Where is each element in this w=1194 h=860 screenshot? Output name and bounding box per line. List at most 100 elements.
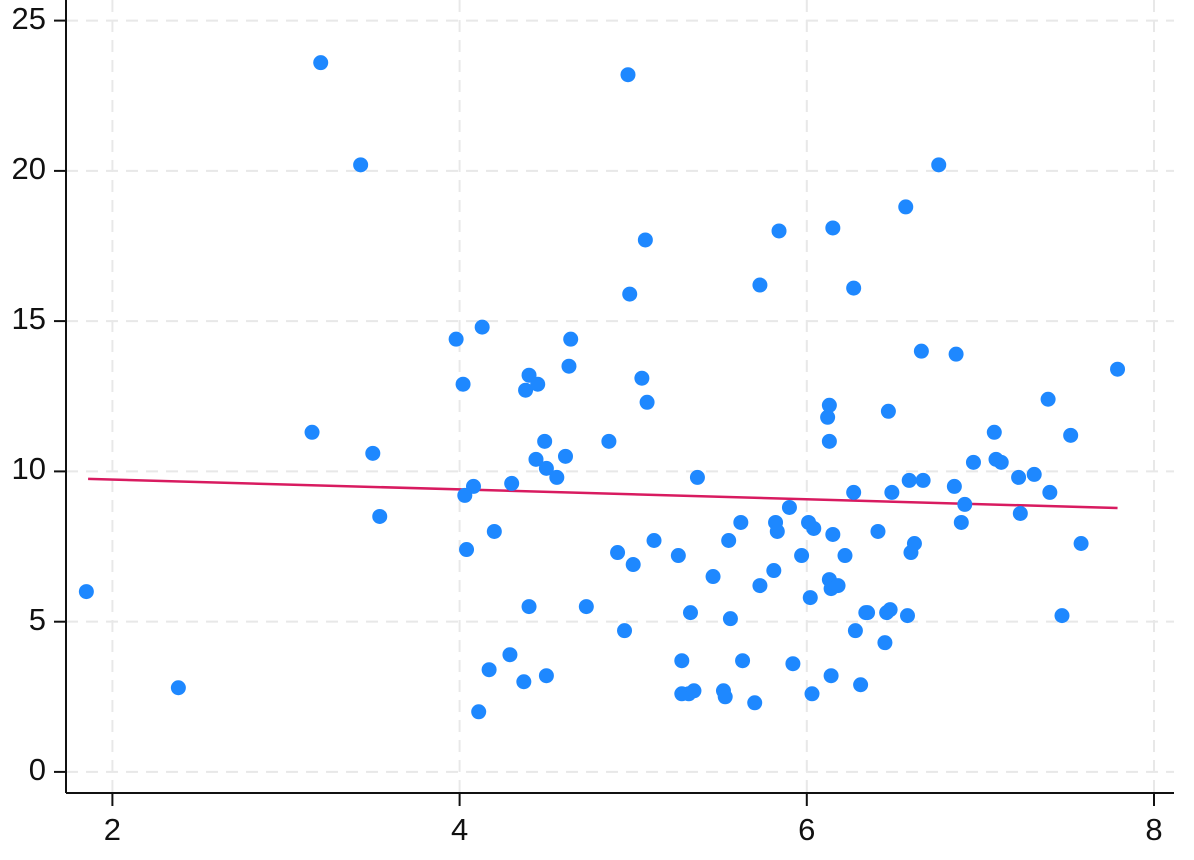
data-point	[899, 608, 915, 624]
data-point	[471, 704, 487, 720]
data-point	[557, 448, 573, 464]
data-point	[705, 569, 721, 585]
data-point	[846, 484, 862, 500]
x-tick-label-2: 2	[104, 812, 121, 847]
data-point	[986, 424, 1002, 440]
data-point	[882, 602, 898, 618]
data-point	[906, 536, 922, 552]
data-point	[625, 557, 641, 573]
data-point	[1054, 608, 1070, 624]
data-point	[766, 563, 782, 579]
data-point	[474, 319, 490, 335]
data-point	[486, 523, 502, 539]
data-point	[804, 686, 820, 702]
y-tick-label-25: 25	[12, 1, 46, 36]
x-tick-label-4: 4	[451, 812, 468, 847]
data-point	[78, 584, 94, 600]
data-point	[538, 460, 554, 476]
data-point	[769, 523, 785, 539]
data-point	[578, 599, 594, 615]
data-point	[1012, 505, 1028, 521]
data-point	[481, 662, 497, 678]
data-point	[913, 343, 929, 359]
data-point	[860, 605, 876, 621]
y-tick-label-20: 20	[12, 151, 46, 186]
data-point	[528, 451, 544, 467]
data-point	[549, 469, 565, 485]
data-point	[504, 475, 520, 491]
data-point	[610, 545, 626, 561]
data-point	[785, 656, 801, 672]
data-point	[689, 469, 705, 485]
data-point	[682, 605, 698, 621]
data-point	[931, 157, 947, 173]
data-point	[530, 376, 546, 392]
data-point	[722, 611, 738, 627]
data-point	[634, 370, 650, 386]
data-point	[821, 433, 837, 449]
data-point	[372, 508, 388, 524]
data-point	[516, 674, 532, 690]
data-point	[965, 454, 981, 470]
data-point	[1026, 466, 1042, 482]
data-point	[313, 55, 329, 71]
data-point	[806, 520, 822, 536]
data-point	[884, 484, 900, 500]
data-point	[686, 683, 702, 699]
data-point	[901, 472, 917, 488]
grid-layer	[66, 0, 1174, 793]
data-point	[721, 532, 737, 548]
data-point	[880, 403, 896, 419]
data-point	[1011, 469, 1027, 485]
data-point	[957, 496, 973, 512]
data-point	[304, 424, 320, 440]
data-point	[521, 599, 537, 615]
data-point	[847, 623, 863, 639]
data-point	[877, 635, 893, 651]
data-point	[846, 280, 862, 296]
x-tick-label-6: 6	[798, 812, 815, 847]
y-tick-label-10: 10	[12, 451, 46, 486]
data-point	[502, 647, 518, 663]
data-point	[170, 680, 186, 696]
y-tick-label-0: 0	[29, 752, 46, 787]
data-point	[353, 157, 369, 173]
data-point	[455, 376, 471, 392]
x-tick-label-8: 8	[1145, 812, 1162, 847]
data-point	[717, 689, 733, 705]
data-point	[752, 277, 768, 293]
data-point	[448, 331, 464, 347]
data-points-layer	[78, 55, 1126, 720]
data-point	[747, 695, 763, 711]
data-point	[898, 199, 914, 215]
trend-line-layer	[88, 477, 1118, 510]
data-point	[601, 433, 617, 449]
data-point	[563, 331, 579, 347]
data-point	[538, 668, 554, 684]
data-point	[820, 409, 836, 425]
axes-layer: 0 5 10 15 20 25 2 4 6 8	[12, 0, 1174, 847]
trend-line	[88, 477, 1118, 510]
data-point	[830, 578, 846, 594]
data-point	[670, 548, 686, 564]
data-point	[1073, 536, 1089, 552]
data-point	[802, 590, 818, 606]
data-point	[823, 668, 839, 684]
data-point	[953, 514, 969, 530]
data-point	[781, 499, 797, 515]
data-point	[1063, 427, 1079, 443]
data-point	[518, 382, 534, 398]
data-point	[639, 394, 655, 410]
data-point	[646, 532, 662, 548]
data-point	[771, 223, 787, 239]
y-tick-label-15: 15	[12, 301, 46, 336]
data-point	[752, 578, 768, 594]
data-point	[993, 454, 1009, 470]
data-point	[825, 220, 841, 236]
data-point	[735, 653, 751, 669]
data-point	[825, 526, 841, 542]
y-tick-label-5: 5	[29, 602, 46, 637]
data-point	[837, 548, 853, 564]
